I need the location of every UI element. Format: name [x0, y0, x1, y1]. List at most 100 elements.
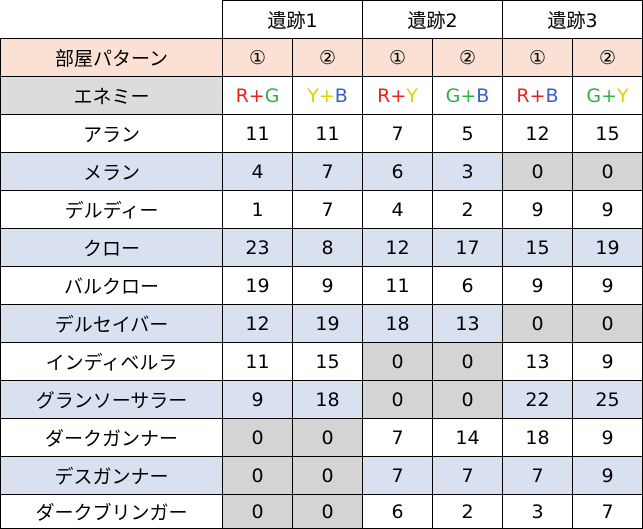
count-cell: 7 — [362, 456, 432, 494]
count-cell: 11 — [222, 342, 292, 380]
count-cell: 9 — [572, 418, 642, 456]
count-cell: 9 — [502, 266, 572, 304]
count-cell: 0 — [432, 342, 502, 380]
count-cell: 0 — [292, 418, 362, 456]
pattern-number: ② — [432, 38, 502, 76]
enemy-combo: R + Y — [362, 76, 432, 114]
enemy-name: アラン — [0, 114, 222, 152]
combo-part: R — [377, 84, 391, 107]
enemy-name: メラン — [0, 152, 222, 190]
enemy-header: エネミー — [0, 76, 222, 114]
count-cell: 2 — [432, 190, 502, 228]
count-cell: 7 — [292, 190, 362, 228]
combo-part: + — [390, 84, 407, 107]
count-cell: 12 — [222, 304, 292, 342]
pattern-number: ② — [292, 38, 362, 76]
combo-part: B — [334, 84, 348, 107]
count-cell: 1 — [222, 190, 292, 228]
combo-part: B — [476, 84, 490, 107]
pattern-number: ① — [222, 38, 292, 76]
enemy-combo: R + G — [222, 76, 292, 114]
count-cell: 0 — [572, 152, 642, 190]
enemy-name: デルセイバー — [0, 304, 222, 342]
pattern-number: ① — [362, 38, 432, 76]
count-cell: 0 — [292, 456, 362, 494]
combo-part: + — [460, 84, 477, 107]
combo-part: + — [318, 84, 335, 107]
count-cell: 5 — [432, 114, 502, 152]
count-cell: 12 — [362, 228, 432, 266]
enemy-name: ダークブリンガー — [0, 494, 222, 529]
count-cell: 11 — [362, 266, 432, 304]
count-cell: 0 — [222, 494, 292, 529]
count-cell: 0 — [502, 152, 572, 190]
count-cell: 7 — [362, 114, 432, 152]
enemy-name: グランソーサラー — [0, 380, 222, 418]
count-cell: 22 — [502, 380, 572, 418]
combo-part: + — [248, 84, 265, 107]
count-cell: 13 — [502, 342, 572, 380]
combo-part: G — [586, 84, 602, 107]
count-cell: 9 — [572, 266, 642, 304]
enemy-combo: G + B — [432, 76, 502, 114]
count-cell: 0 — [222, 418, 292, 456]
count-cell: 9 — [222, 380, 292, 418]
count-cell: 18 — [362, 304, 432, 342]
count-cell: 19 — [222, 266, 292, 304]
combo-part: B — [545, 84, 559, 107]
count-cell: 14 — [432, 418, 502, 456]
count-cell: 15 — [502, 228, 572, 266]
combo-part: + — [529, 84, 546, 107]
enemy-name: クロー — [0, 228, 222, 266]
enemy-combo: G + Y — [572, 76, 642, 114]
combo-part: G — [264, 84, 280, 107]
enemy-combo: Y + B — [292, 76, 362, 114]
count-cell: 25 — [572, 380, 642, 418]
enemy-name: ダークガンナー — [0, 418, 222, 456]
count-cell: 15 — [292, 342, 362, 380]
count-cell: 0 — [502, 304, 572, 342]
count-cell: 3 — [432, 152, 502, 190]
count-cell: 12 — [502, 114, 572, 152]
count-cell: 9 — [502, 190, 572, 228]
enemy-name: デスガンナー — [0, 456, 222, 494]
count-cell: 6 — [362, 152, 432, 190]
pattern-header: 部屋パターン — [0, 38, 222, 76]
count-cell: 23 — [222, 228, 292, 266]
count-cell: 7 — [432, 456, 502, 494]
count-cell: 13 — [432, 304, 502, 342]
pattern-number: ① — [502, 38, 572, 76]
count-cell: 19 — [572, 228, 642, 266]
count-cell: 9 — [572, 190, 642, 228]
count-cell: 0 — [432, 380, 502, 418]
count-cell: 6 — [362, 494, 432, 529]
count-cell: 4 — [362, 190, 432, 228]
combo-part: Y — [617, 84, 629, 107]
enemy-combo: R + B — [502, 76, 572, 114]
count-cell: 0 — [362, 342, 432, 380]
combo-part: Y — [307, 84, 319, 107]
count-cell: 4 — [222, 152, 292, 190]
enemy-name: デルディー — [0, 190, 222, 228]
count-cell: 18 — [292, 380, 362, 418]
pattern-number: ② — [572, 38, 642, 76]
count-cell: 18 — [502, 418, 572, 456]
combo-part: + — [601, 84, 618, 107]
count-cell: 7 — [292, 152, 362, 190]
count-cell: 19 — [292, 304, 362, 342]
count-cell: 11 — [222, 114, 292, 152]
corner-blank — [0, 0, 222, 38]
count-cell: 0 — [572, 304, 642, 342]
site-header: 遺跡2 — [362, 0, 502, 38]
enemy-name: バルクロー — [0, 266, 222, 304]
count-cell: 17 — [432, 228, 502, 266]
site-header: 遺跡3 — [502, 0, 642, 38]
count-cell: 8 — [292, 228, 362, 266]
combo-part: R — [235, 84, 249, 107]
combo-part: R — [516, 84, 530, 107]
enemy-name: インディベルラ — [0, 342, 222, 380]
count-cell: 9 — [572, 342, 642, 380]
count-cell: 0 — [292, 494, 362, 529]
count-cell: 2 — [432, 494, 502, 529]
